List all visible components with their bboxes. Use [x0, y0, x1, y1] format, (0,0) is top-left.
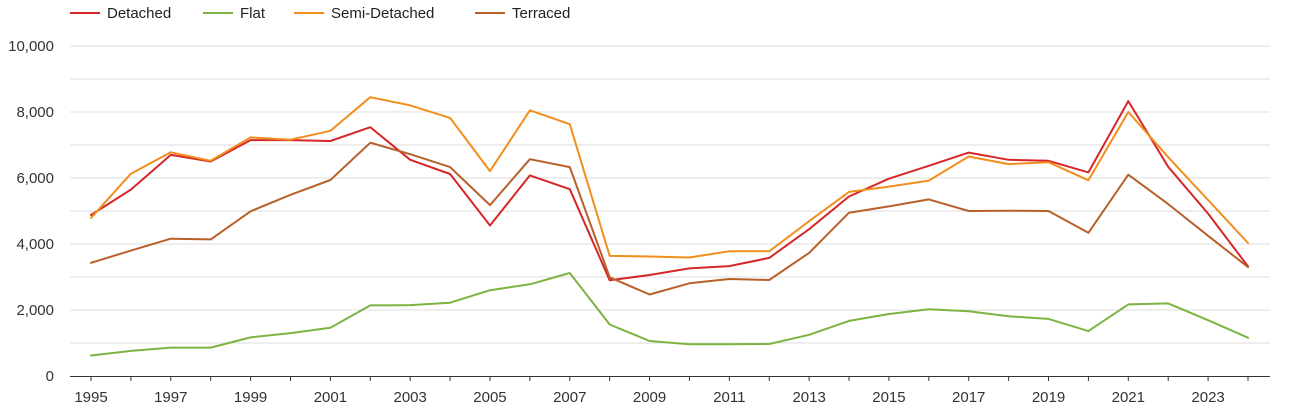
y-axis: 0 2,000 4,000 6,000 8,000 10,000	[8, 38, 54, 385]
x-tick-label: 2005	[473, 389, 506, 406]
x-axis: 1995 1997 1999 2001 2003 2005 2007 2009 2011 2013…	[70, 376, 1270, 406]
y-tick-label: 6,000	[16, 170, 54, 187]
x-tick-label: 1997	[154, 389, 187, 406]
series-line-flat	[90, 272, 1249, 357]
x-tick-label: 2013	[792, 389, 825, 406]
legend-label-detached: Detached	[107, 5, 171, 22]
legend-label-semi-detached: Semi-Detached	[331, 5, 434, 22]
chart-legend: Detached Flat Semi-Detached Terraced	[70, 5, 570, 22]
x-tick-label: 2019	[1032, 389, 1065, 406]
y-tick-label: 0	[46, 368, 54, 385]
x-tick-label: 2001	[314, 389, 347, 406]
y-tick-label: 4,000	[16, 236, 54, 253]
x-tick-label: 2021	[1112, 389, 1145, 406]
series-line-semi-detached	[90, 96, 1249, 259]
legend-label-flat: Flat	[240, 5, 266, 22]
x-tick-label: 1999	[234, 389, 267, 406]
y-tick-label: 8,000	[16, 104, 54, 121]
x-tick-label: 2023	[1191, 389, 1224, 406]
series-lines	[90, 96, 1249, 357]
x-tick-label: 2011	[713, 389, 745, 406]
series-line-terraced	[90, 141, 1249, 296]
legend-label-terraced: Terraced	[512, 5, 570, 22]
x-tick-label: 1995	[74, 389, 107, 406]
x-tick-label: 2009	[633, 389, 666, 406]
y-tick-label: 2,000	[16, 302, 54, 319]
x-tick-label: 2017	[952, 389, 985, 406]
y-tick-label: 10,000	[8, 38, 54, 55]
x-tick-label: 2007	[553, 389, 586, 406]
series-line-detached	[90, 100, 1249, 282]
x-tick-label: 2003	[393, 389, 426, 406]
grid-lines	[70, 45, 1270, 344]
x-tick-label: 2015	[872, 389, 905, 406]
